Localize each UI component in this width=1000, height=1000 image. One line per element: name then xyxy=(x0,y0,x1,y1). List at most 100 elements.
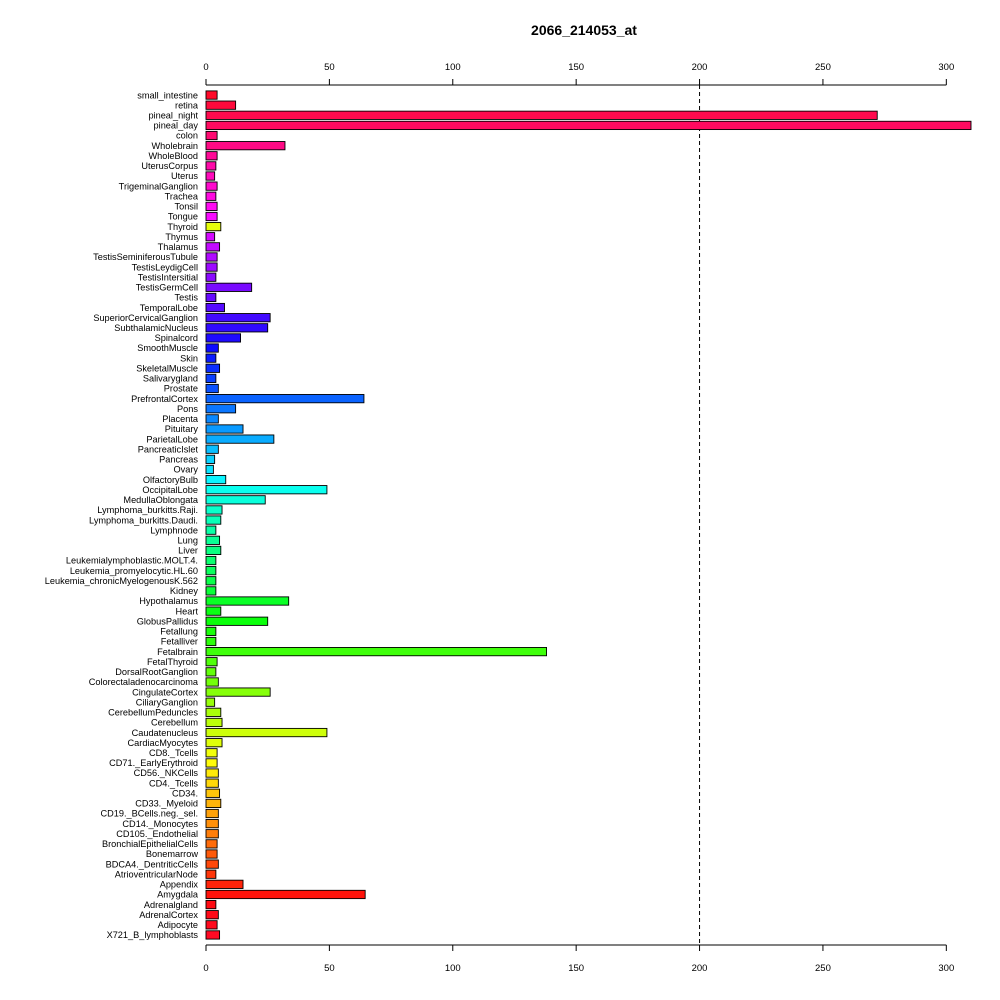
category-label: Placenta xyxy=(162,414,199,424)
bar xyxy=(205,839,218,849)
category-label: TemporalLobe xyxy=(140,303,198,313)
category-label: Prostate xyxy=(164,384,198,394)
bar xyxy=(205,191,217,201)
category-label: GlobusPallidus xyxy=(137,616,199,626)
category-label: Liver xyxy=(178,546,198,556)
bar xyxy=(205,211,218,222)
category-label: Lymphoma_burkitts.Raji. xyxy=(97,505,198,515)
tick-label: 300 xyxy=(938,963,954,974)
bar xyxy=(205,333,241,343)
category-label: Uterus xyxy=(171,171,198,181)
bar xyxy=(205,272,217,282)
bar xyxy=(205,201,218,211)
category-label: CingulateCortex xyxy=(132,687,198,697)
category-label: BDCA4._DentriticCells xyxy=(106,859,199,869)
bar xyxy=(205,687,271,697)
bar xyxy=(205,798,222,808)
category-label: CD8._Tcells xyxy=(149,748,198,758)
bar xyxy=(205,930,221,940)
bar xyxy=(205,171,216,181)
tick-label: 150 xyxy=(568,62,584,73)
tick-label: 50 xyxy=(324,62,335,73)
category-label: CD71._EarlyErythroid xyxy=(109,758,198,768)
category-label: Amygdala xyxy=(157,890,199,900)
bar xyxy=(205,262,218,272)
category-label: CardiacMyocytes xyxy=(128,738,199,748)
bar xyxy=(205,130,218,141)
category-label: SkeletalMuscle xyxy=(136,363,198,373)
bar xyxy=(205,636,217,647)
bars xyxy=(205,90,972,940)
bar xyxy=(205,424,244,434)
category-label: AtrioventricularNode xyxy=(115,869,198,879)
category-label: PrefrontalCortex xyxy=(131,394,198,404)
category-label: PancreaticIslet xyxy=(138,444,199,454)
bar xyxy=(205,667,217,677)
category-label: colon xyxy=(176,131,198,141)
bar xyxy=(205,859,219,869)
bar xyxy=(205,738,223,748)
bar xyxy=(205,120,972,131)
bar xyxy=(205,414,219,424)
category-label: Heart xyxy=(176,606,199,616)
category-label: OlfactoryBulb xyxy=(143,475,198,485)
category-label: Leukemialymphoblastic.MOLT.4. xyxy=(66,556,198,566)
bar xyxy=(205,505,223,515)
bar xyxy=(205,555,217,566)
category-label: Adipocyte xyxy=(158,920,198,930)
bar xyxy=(205,292,217,303)
category-label: MedullaOblongata xyxy=(123,495,198,505)
category-label: TestisLeydigCell xyxy=(132,262,198,272)
bar xyxy=(205,313,271,323)
category-label: BronchialEpithelialCells xyxy=(102,839,198,849)
bar xyxy=(205,151,218,161)
category-label: Wholebrain xyxy=(152,141,198,151)
top-axis: 0 50 100 150 200 250 300 xyxy=(203,62,954,86)
category-label: UterusCorpus xyxy=(141,161,198,171)
bar xyxy=(205,161,217,171)
category-label: TestisIntersitial xyxy=(138,272,198,282)
category-label: small_intestine xyxy=(137,90,198,100)
bottom-axis: 0 50 100 150 200 250 300 xyxy=(203,944,954,974)
tick-label: 100 xyxy=(445,62,461,73)
bar xyxy=(205,444,219,454)
bar xyxy=(205,141,286,151)
bar xyxy=(205,829,219,839)
bar xyxy=(205,515,222,525)
bar xyxy=(205,232,216,242)
bar xyxy=(205,353,217,363)
bar xyxy=(205,404,237,414)
category-label: Tonsil xyxy=(175,202,199,212)
bar xyxy=(205,485,328,495)
category-label: pineal_day xyxy=(154,121,199,131)
category-label: Bonemarrow xyxy=(146,849,198,859)
category-label: Hypothalamus xyxy=(139,596,198,606)
tick-label: 150 xyxy=(568,963,584,974)
bar xyxy=(205,879,244,889)
chart-title: 2066_214053_at xyxy=(531,22,637,38)
bar xyxy=(205,697,216,707)
category-label: Tongue xyxy=(168,212,198,222)
bar xyxy=(205,647,547,657)
bar xyxy=(205,748,218,758)
category-label: Lymphoma_burkitts.Daudi. xyxy=(89,515,198,525)
category-label: Caudatenucleus xyxy=(132,728,199,738)
category-label: Trachea xyxy=(165,191,199,201)
bar xyxy=(205,535,221,545)
bar xyxy=(205,768,219,778)
tick-label: 250 xyxy=(815,62,831,73)
bar xyxy=(205,808,219,819)
category-label: Lung xyxy=(178,535,198,545)
category-label: Fetalbrain xyxy=(157,647,198,657)
category-label: OccipitalLobe xyxy=(142,485,198,495)
category-label: DorsalRootGanglion xyxy=(115,667,198,677)
bar xyxy=(205,849,218,859)
category-label: ParietalLobe xyxy=(146,434,198,444)
bar xyxy=(205,181,218,191)
category-label: AdrenalCortex xyxy=(139,910,198,920)
category-label: Thalamus xyxy=(158,242,199,252)
category-label: Leukemia_promyelocytic.HL.60 xyxy=(70,566,198,576)
category-label: Testis xyxy=(175,293,199,303)
bar xyxy=(205,242,221,252)
